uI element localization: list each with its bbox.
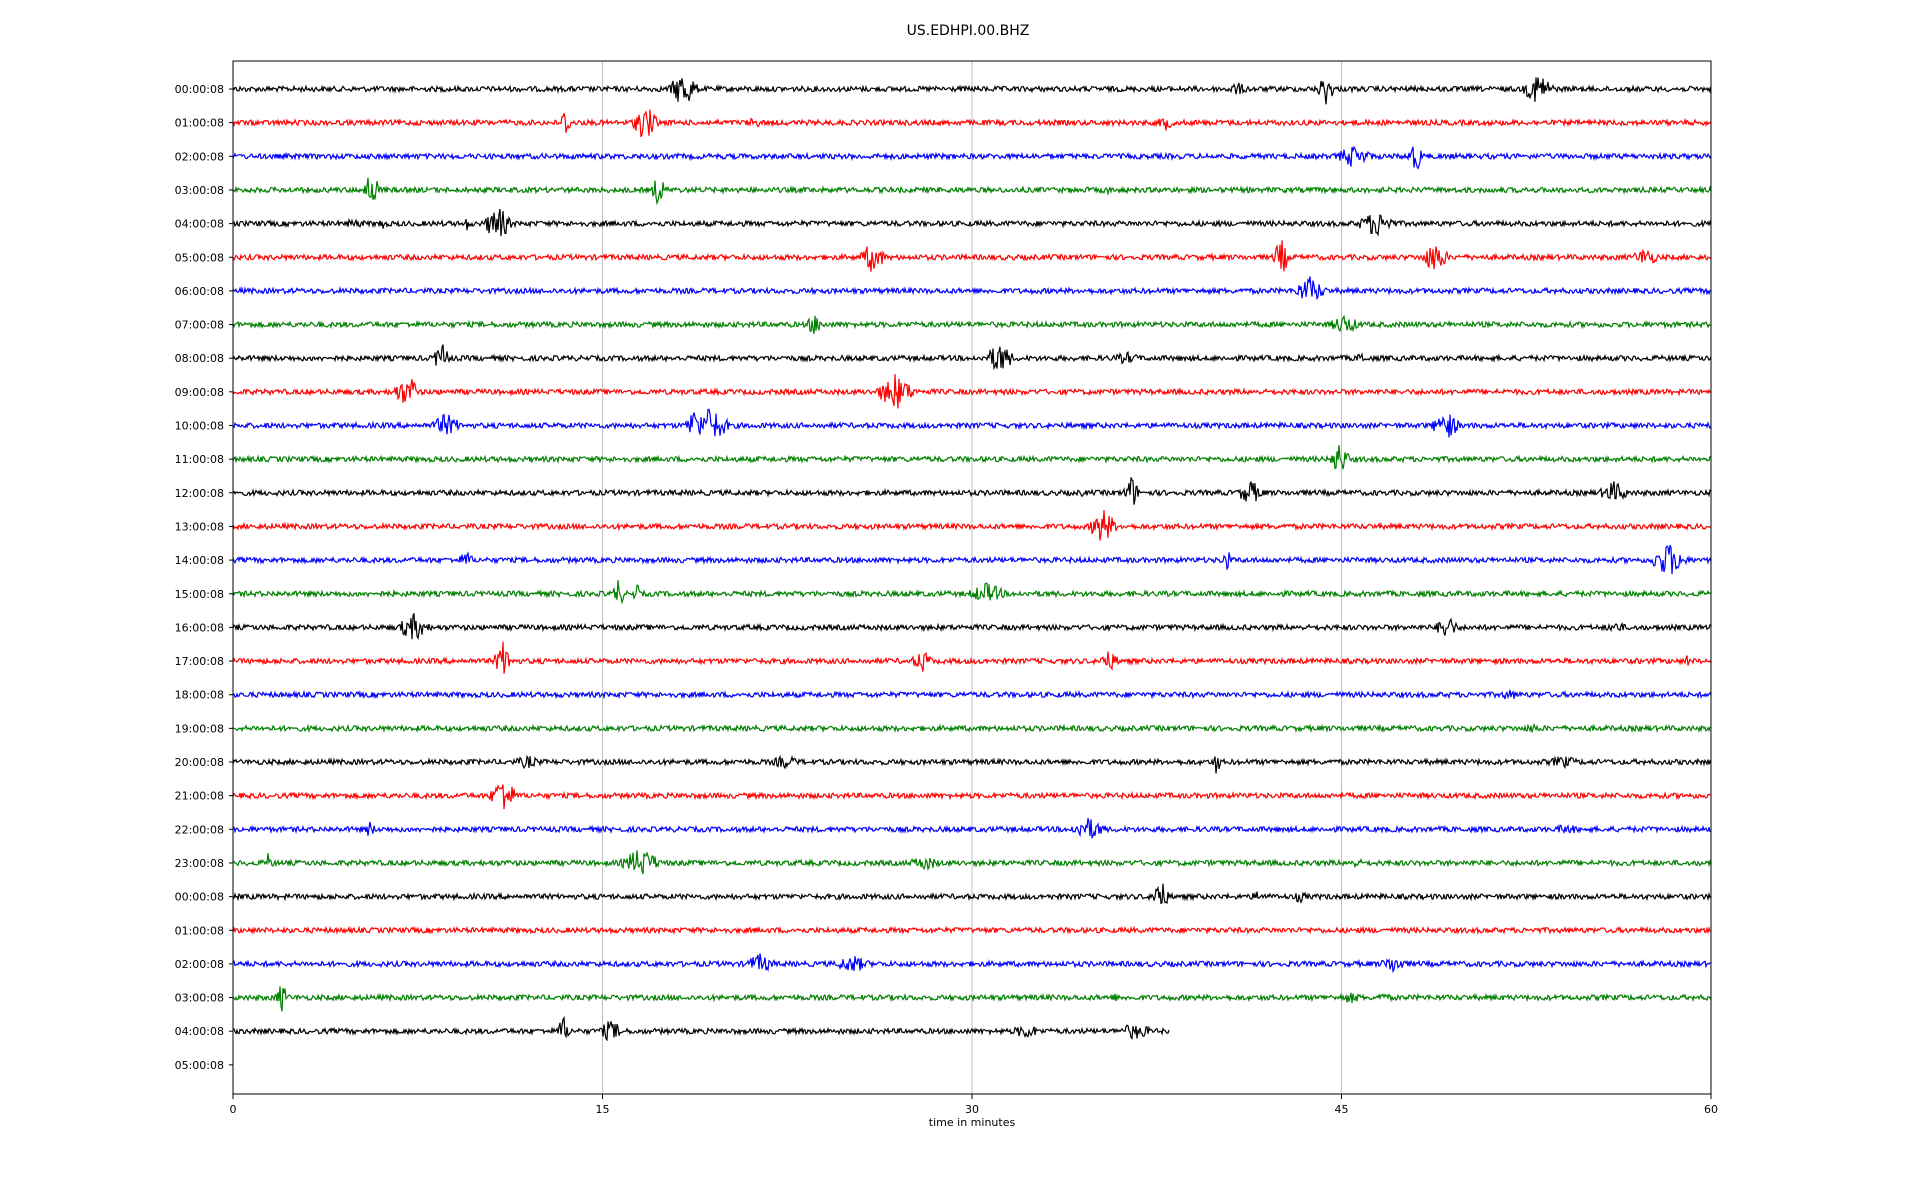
row-label-18: 18:00:08 [175,689,224,702]
trace-11 [232,445,1712,470]
row-label-27: 03:00:08 [175,992,224,1005]
row-label-1: 01:00:08 [175,117,224,130]
row-label-6: 06:00:08 [175,285,224,298]
row-label-0: 00:00:08 [175,83,224,96]
row-label-9: 09:00:08 [175,386,224,399]
trace-15 [232,580,1711,605]
trace-24 [232,883,1712,905]
row-label-3: 03:00:08 [175,184,224,197]
row-label-19: 19:00:08 [175,722,224,735]
trace-26 [232,953,1712,974]
row-label-11: 11:00:08 [175,453,224,466]
trace-3 [232,177,1712,206]
row-labels: 00:00:08 01:00:08 02:00:08 03:00:08 04:00:08… [175,83,233,1072]
chart-title: US.EDHPI.00.BHZ [907,23,1030,39]
row-label-28: 04:00:08 [175,1025,224,1038]
row-label-12: 12:00:08 [175,487,224,500]
row-label-20: 20:00:08 [175,756,224,769]
trace-28 [232,1015,1170,1042]
trace-21 [232,784,1712,810]
trace-27 [232,986,1712,1012]
row-label-23: 23:00:08 [175,857,224,870]
row-label-22: 22:00:08 [175,823,224,836]
row-label-15: 15:00:08 [175,588,224,601]
row-label-8: 08:00:08 [175,352,224,365]
x-tick-label-1: 15 [596,1103,610,1116]
x-tick-label-4: 60 [1704,1103,1718,1116]
row-label-17: 17:00:08 [175,655,224,668]
trace-6 [232,276,1712,301]
trace-0 [232,77,1712,105]
trace-1 [232,109,1712,138]
trace-12 [232,477,1712,505]
row-label-10: 10:00:08 [175,420,224,433]
trace-10 [232,408,1712,438]
traces [232,77,1712,1042]
row-label-13: 13:00:08 [175,520,224,533]
trace-8 [232,344,1712,371]
trace-13 [232,510,1712,541]
trace-25 [232,925,1712,936]
x-axis-label: time in minutes [929,1116,1016,1129]
trace-20 [232,754,1712,774]
trace-2 [232,145,1712,170]
row-label-26: 02:00:08 [175,958,224,971]
x-tick-label-3: 45 [1335,1103,1349,1116]
trace-17 [232,641,1712,674]
row-label-24: 00:00:08 [175,891,224,904]
trace-22 [232,818,1712,839]
trace-9 [232,374,1712,409]
x-tick-label-2: 30 [965,1103,979,1116]
row-label-25: 01:00:08 [175,924,224,937]
row-label-5: 05:00:08 [175,251,224,264]
row-label-14: 14:00:08 [175,554,224,567]
row-label-16: 16:00:08 [175,621,224,634]
x-tick-label-0: 0 [230,1103,237,1116]
trace-14 [232,544,1712,575]
trace-7 [232,314,1712,334]
trace-18 [232,689,1712,700]
grid-lines [602,61,1342,1094]
trace-23 [233,850,1712,875]
trace-4 [232,208,1712,237]
row-label-29: 05:00:08 [175,1059,224,1072]
trace-5 [232,240,1712,272]
row-label-2: 02:00:08 [175,150,224,163]
row-label-4: 04:00:08 [175,218,224,231]
trace-19 [232,722,1712,734]
x-axis-ticks: 0 15 30 45 60 [230,1094,1718,1116]
row-label-7: 07:00:08 [175,319,224,332]
row-label-21: 21:00:08 [175,790,224,803]
trace-16 [232,613,1712,641]
